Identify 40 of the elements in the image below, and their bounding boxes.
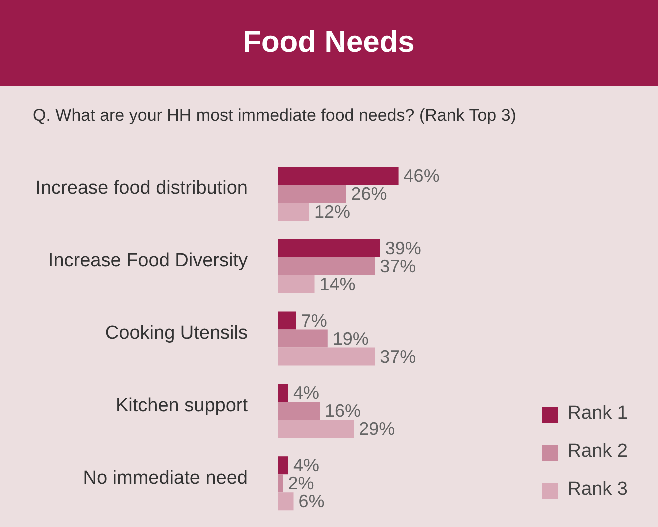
bar	[278, 348, 376, 366]
data-label: 37%	[380, 256, 416, 276]
y-tick-label: Increase Food Diversity	[48, 250, 248, 272]
bar	[278, 492, 294, 511]
bar	[278, 185, 346, 203]
bar	[278, 330, 328, 348]
bar	[278, 203, 310, 221]
y-tick-label: Kitchen support	[116, 395, 249, 416]
bar	[278, 456, 289, 475]
bar	[278, 275, 315, 294]
legend-label: Rank 3	[568, 479, 628, 500]
legend-label: Rank 1	[568, 403, 628, 424]
bar	[278, 312, 296, 330]
data-label: 4%	[294, 383, 320, 404]
bar	[278, 167, 399, 185]
bar	[278, 239, 380, 258]
data-label: 7%	[301, 310, 328, 331]
bar	[278, 384, 289, 402]
data-label: 12%	[314, 202, 351, 222]
data-label: 46%	[404, 166, 440, 186]
data-label: 39%	[385, 238, 422, 258]
data-label: 19%	[332, 328, 369, 349]
chart-title: Food Needs	[0, 0, 658, 86]
bar	[278, 474, 284, 493]
y-tick-label: Increase food distribution	[36, 178, 248, 200]
data-label: 29%	[359, 419, 396, 440]
data-label: 16%	[325, 401, 362, 422]
bar	[278, 257, 376, 276]
y-tick-label: No immediate need	[83, 468, 248, 489]
data-label: 4%	[294, 456, 320, 476]
data-label: 14%	[320, 274, 356, 294]
data-label: 2%	[288, 474, 314, 494]
data-label: 26%	[351, 184, 388, 204]
legend-label: Rank 2	[568, 441, 628, 462]
data-label: 6%	[298, 492, 325, 512]
bar	[278, 402, 320, 420]
bar	[278, 420, 354, 438]
data-label: 37%	[380, 346, 416, 367]
chart-subtitle: Q. What are your HH most immediate food needs? (Rank Top 3)	[33, 106, 516, 126]
y-tick-label: Cooking Utensils	[105, 323, 248, 344]
